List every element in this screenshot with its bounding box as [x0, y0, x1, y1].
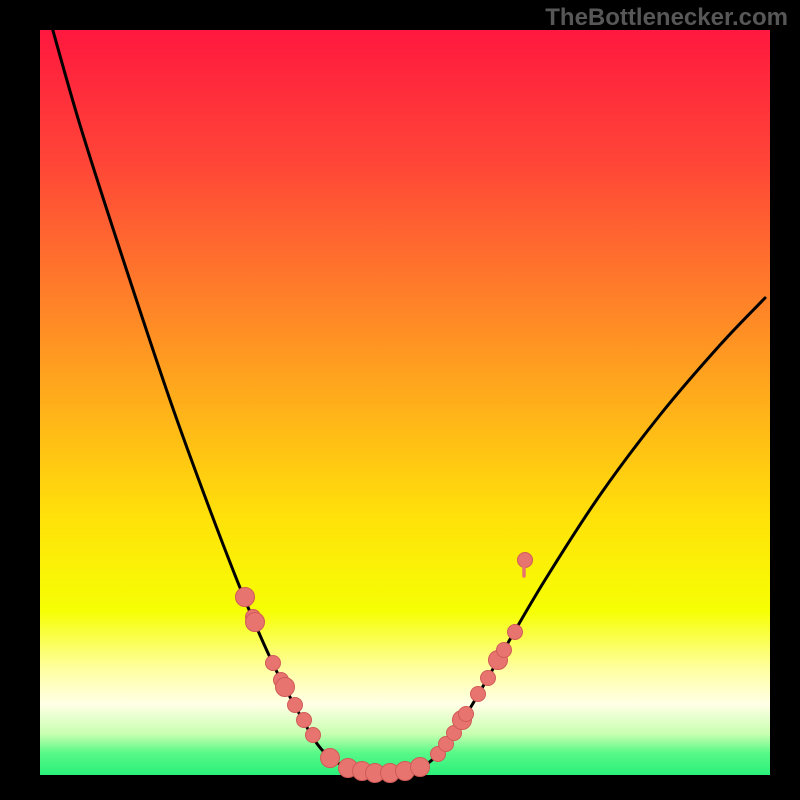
marker-dot — [411, 758, 430, 777]
marker-dot — [481, 671, 496, 686]
marker-dot — [236, 588, 255, 607]
marker-dot — [246, 613, 265, 632]
bottleneck-chart — [0, 0, 800, 800]
chart-root: TheBottlenecker.com — [0, 0, 800, 800]
marker-dot — [266, 656, 281, 671]
watermark-text: TheBottlenecker.com — [545, 4, 788, 32]
marker-dot — [459, 707, 474, 722]
marker-dot — [497, 643, 512, 658]
marker-dot — [306, 728, 321, 743]
marker-dot — [276, 678, 295, 697]
marker-dot — [321, 749, 340, 768]
marker-dot — [471, 687, 486, 702]
marker-dot — [288, 698, 303, 713]
marker-dot — [297, 713, 312, 728]
plot-background — [40, 30, 770, 775]
marker-dot — [508, 625, 523, 640]
